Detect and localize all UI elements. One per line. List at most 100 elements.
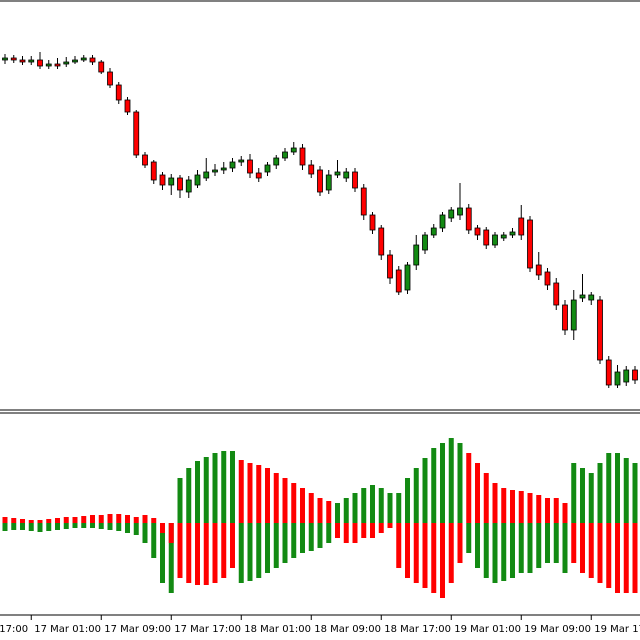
candle-body [264, 164, 271, 173]
histogram-bar [483, 523, 489, 578]
histogram-bar [282, 478, 288, 523]
histogram-bar [37, 520, 43, 523]
candle-body [334, 171, 341, 176]
histogram-bar [422, 458, 428, 523]
histogram-bar [186, 468, 192, 523]
histogram-bar [615, 523, 620, 593]
candle-body [544, 271, 551, 286]
candle-body [194, 174, 201, 186]
histogram-bar [72, 523, 78, 528]
candle-body [430, 227, 437, 236]
x-tick-label: 17 Mar 17:00 [174, 624, 241, 635]
x-tick-label: 18 Mar 01:00 [244, 624, 311, 635]
histogram-bar [326, 501, 332, 523]
histogram-bar [238, 523, 244, 583]
candle-body [395, 269, 402, 293]
histogram-bar [405, 523, 410, 578]
candle-body [124, 99, 131, 113]
candle-body [623, 369, 630, 383]
histogram-bar [72, 517, 78, 523]
histogram-bar [466, 453, 472, 523]
histogram-bar [457, 443, 463, 523]
candle-body [150, 161, 157, 181]
histogram-bar [273, 473, 279, 523]
histogram-bar [326, 523, 332, 543]
histogram-bar [133, 517, 139, 523]
histogram-bar [37, 523, 43, 532]
candle-body [290, 147, 297, 153]
histogram-bar [343, 523, 349, 543]
histogram-bar [308, 493, 314, 523]
histogram-bar [317, 523, 323, 548]
histogram-bar [168, 523, 174, 543]
candle-body [159, 174, 166, 186]
histogram-bar [606, 453, 612, 523]
histogram-bar [378, 488, 384, 523]
candle-body [369, 214, 376, 231]
histogram-bar [343, 498, 349, 523]
candle-body [597, 299, 603, 361]
histogram-bar [335, 503, 340, 523]
candle-body [89, 57, 96, 63]
histogram-bar [492, 523, 498, 583]
histogram-bar [413, 523, 419, 583]
candle-body [413, 244, 420, 266]
x-tick-label: 18 Mar 09:00 [314, 624, 381, 635]
candle-body [579, 294, 586, 299]
histogram-bar [133, 523, 139, 535]
candle-body [605, 359, 612, 386]
histogram-bar [81, 516, 87, 523]
candle-body [107, 71, 113, 86]
candle-body [632, 369, 638, 381]
histogram-bar [308, 523, 314, 551]
candle-body [325, 174, 332, 191]
histogram-bar [212, 453, 218, 523]
histogram-bar [2, 517, 8, 523]
histogram-bar [265, 523, 270, 573]
histogram-bar [370, 485, 375, 523]
histogram-bar [536, 495, 542, 523]
histogram-bar [230, 523, 235, 568]
candle-body [220, 167, 227, 171]
histogram-bar [405, 478, 410, 523]
histogram-bar [623, 458, 629, 523]
candle-body [282, 151, 288, 159]
histogram-bar [387, 523, 393, 528]
histogram-bar [28, 520, 34, 523]
candle-body [238, 159, 245, 163]
candle-body [185, 179, 192, 193]
x-tick-label: 18 Mar 17:00 [384, 624, 451, 635]
x-tick-label: 19 Mar 17:00 [594, 624, 640, 635]
histogram-bar [571, 523, 577, 563]
candle-body [483, 229, 490, 246]
histogram-bar [90, 515, 95, 523]
histogram-bar [282, 523, 288, 563]
candle-body [457, 207, 463, 216]
candle-body [229, 161, 236, 169]
histogram-bar [142, 523, 148, 543]
histogram-bar [230, 451, 235, 523]
histogram-bar [562, 503, 568, 523]
candle-body [212, 169, 218, 173]
candle-body [299, 147, 306, 166]
histogram-bar [195, 523, 200, 585]
candle-body [255, 172, 262, 179]
histogram-bar [107, 523, 113, 530]
histogram-bar [370, 523, 375, 538]
histogram-bar [335, 523, 340, 538]
histogram-bar [536, 523, 542, 568]
histogram-bar [501, 488, 507, 523]
candle-body [19, 59, 26, 63]
histogram-bar [466, 523, 472, 553]
histogram-bar [606, 523, 612, 588]
histogram-bar [422, 523, 428, 588]
candle-body [387, 254, 393, 279]
histogram-bar [562, 523, 568, 573]
histogram-bar [597, 523, 603, 583]
candle-body [133, 111, 140, 156]
histogram-bar [247, 463, 253, 523]
histogram-bar [291, 483, 297, 523]
histogram-bar [396, 493, 402, 523]
candle-body [308, 164, 315, 175]
candle-body [80, 57, 87, 61]
